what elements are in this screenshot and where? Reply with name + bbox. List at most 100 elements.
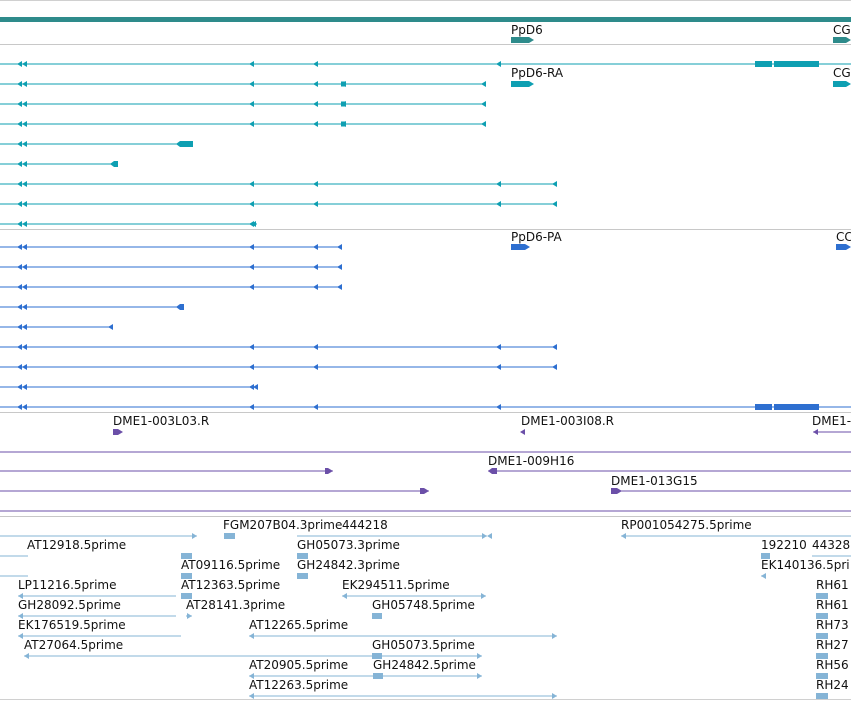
est-label[interactable]: AT28141.3prime [186, 598, 286, 612]
strand-arrow [496, 344, 501, 350]
exon-block[interactable] [341, 121, 346, 127]
exon-block[interactable] [774, 404, 819, 410]
est-label[interactable]: GH28092.5prime [18, 598, 121, 612]
bac-label-003i08[interactable]: DME1-003I08.R [521, 414, 615, 428]
est-label[interactable]: RH73 [816, 618, 849, 632]
est-label[interactable]: 192210 [761, 538, 807, 552]
est-label[interactable]: RH61 [816, 578, 849, 592]
est-label[interactable]: FGM207B04.3prime [223, 518, 343, 532]
exon-block[interactable] [761, 553, 770, 559]
est-label[interactable]: AT27064.5prime [24, 638, 124, 652]
exon-block[interactable] [511, 37, 534, 43]
strand-arrow [496, 201, 501, 207]
est-label[interactable]: EK176519.5prime [18, 618, 126, 632]
strand-arrow [249, 244, 254, 250]
strand-arrow [496, 364, 501, 370]
strand-arrow [22, 304, 27, 310]
est-label[interactable]: GH05073.5prime [372, 638, 475, 652]
bac-label-013g15[interactable]: DME1-013G15 [611, 474, 698, 488]
exon-block[interactable] [755, 404, 772, 410]
gene-label-cg[interactable]: CG [833, 23, 851, 37]
bac-label-dme1-partial[interactable]: DME1- [812, 414, 851, 428]
gene-label-ppd6[interactable]: PpD6 [511, 23, 543, 37]
est-arrow [761, 573, 766, 579]
exon-block[interactable] [110, 161, 118, 167]
est-label[interactable]: EK140136.5pri [761, 558, 850, 572]
exon-block[interactable] [372, 613, 382, 619]
est-label[interactable]: GH24842.5prime [373, 658, 476, 672]
est-label[interactable]: GH05073.3prime [297, 538, 400, 552]
exon-block[interactable] [181, 593, 192, 599]
exon-block[interactable] [341, 81, 346, 87]
strand-arrow [249, 384, 254, 390]
est-label[interactable]: AT12918.5prime [27, 538, 127, 552]
exon-block[interactable] [816, 693, 828, 699]
est-label[interactable]: 44328 [812, 538, 851, 552]
exon-block[interactable] [511, 244, 530, 250]
strand-arrow [249, 101, 254, 107]
exon-block[interactable] [836, 244, 851, 250]
est-label[interactable]: AT12265.5prime [249, 618, 349, 632]
exon-block[interactable] [341, 101, 346, 107]
protein-label-cc[interactable]: CC [836, 230, 851, 244]
protein-label-ppd6-pa[interactable]: PpD6-PA [511, 230, 562, 244]
exon-block[interactable] [224, 533, 235, 539]
strand-arrow [313, 344, 318, 350]
bac-label-003l03[interactable]: DME1-003L03.R [113, 414, 210, 428]
strand-arrow [17, 101, 22, 107]
exon-block[interactable] [176, 304, 184, 310]
est-arrow [552, 633, 557, 639]
est-label[interactable]: RH61 [816, 598, 849, 612]
strand-arrow [249, 201, 254, 207]
est-label[interactable]: RH27 [816, 638, 849, 652]
est-label[interactable]: GH05748.5prime [372, 598, 475, 612]
exon-block[interactable] [816, 633, 828, 639]
strand-arrow [481, 81, 486, 87]
est-arrow [187, 613, 192, 619]
est-label[interactable]: RP001054275.5prime [621, 518, 752, 532]
exon-block[interactable] [816, 653, 828, 659]
exon-block[interactable] [297, 553, 308, 559]
exon-block[interactable] [816, 593, 828, 599]
exon-block[interactable] [816, 613, 828, 619]
strand-arrow [251, 221, 256, 227]
exon-block[interactable] [420, 488, 429, 494]
est-label[interactable]: EK294511.5prime [342, 578, 450, 592]
exon-block[interactable] [297, 573, 308, 579]
exon-block[interactable] [373, 673, 383, 679]
exon-block[interactable] [176, 141, 193, 147]
est-label[interactable]: RH24 [816, 678, 849, 692]
exon-block[interactable] [113, 429, 123, 435]
strand-arrow [17, 324, 22, 330]
bac-label-009h16[interactable]: DME1-009H16 [488, 454, 575, 468]
exon-block[interactable] [833, 81, 851, 87]
strand-arrow [22, 344, 27, 350]
est-arrow [552, 693, 557, 699]
exon-block[interactable] [181, 573, 192, 579]
est-label[interactable]: RH56 [816, 658, 849, 672]
exon-block[interactable] [511, 81, 534, 87]
strand-arrow [337, 284, 342, 290]
est-label[interactable]: 444218 [342, 518, 388, 532]
transcript-label-cg[interactable]: CG [833, 66, 851, 80]
est-label[interactable]: LP11216.5prime [18, 578, 117, 592]
exon-block[interactable] [774, 61, 819, 67]
exon-block[interactable] [816, 673, 828, 679]
est-label[interactable]: AT12263.5prime [249, 678, 349, 692]
est-label[interactable]: GH24842.3prime [297, 558, 400, 572]
exon-block[interactable] [833, 37, 851, 43]
est-label[interactable]: AT20905.5prime [249, 658, 349, 672]
est-label[interactable]: AT09116.5prime [181, 558, 281, 572]
strand-arrow [22, 61, 27, 67]
exon-block[interactable] [181, 553, 192, 559]
exon-block[interactable] [488, 468, 497, 474]
est-label[interactable]: AT12363.5prime [181, 578, 281, 592]
strand-arrow [313, 61, 318, 67]
transcript-label-ppd6-ra[interactable]: PpD6-RA [511, 66, 564, 80]
exon-block[interactable] [372, 653, 382, 659]
exon-block[interactable] [611, 488, 622, 494]
exon-block[interactable] [755, 61, 772, 67]
exon-block[interactable] [325, 468, 333, 474]
strand-arrow [17, 404, 22, 410]
